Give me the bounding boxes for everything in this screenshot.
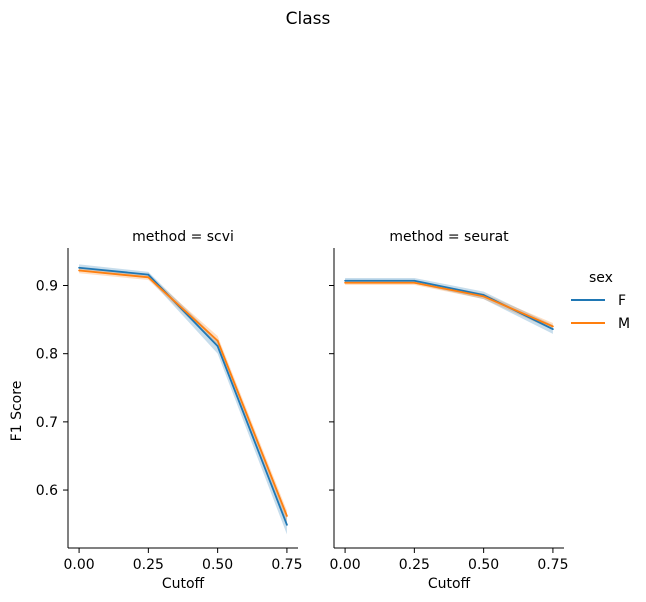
- data-point-F: [286, 523, 288, 526]
- y-axis-label: F1 Score: [9, 381, 25, 442]
- facet-panel-1: method = scvi 0.6 0.7 0.8 0.9 0.00 0.25 0.50 0.7…: [36, 229, 303, 592]
- data-point-M: [482, 295, 485, 298]
- x-tick-label: 0.50: [468, 557, 499, 573]
- y-tick-label: 0.7: [36, 415, 58, 431]
- legend-entry-M: M: [618, 316, 630, 332]
- x-tick-label: 0.00: [329, 557, 360, 573]
- x-tick-label: 0.75: [271, 557, 302, 573]
- data-point-M: [147, 276, 150, 279]
- series-line-F: [345, 279, 554, 330]
- data-point-F: [78, 266, 80, 269]
- data-point-M: [78, 269, 80, 272]
- data-point-F: [552, 328, 554, 331]
- facet-panel-2: method = seurat 0.00 0.25 0.50 0.75 Cutoff: [329, 229, 569, 592]
- confidence-band-M: [79, 267, 287, 523]
- data-point-F: [413, 279, 416, 282]
- confidence-band-F: [79, 264, 287, 535]
- legend-entry-F: F: [618, 293, 626, 309]
- data-point-M: [552, 325, 554, 328]
- data-point-M: [286, 515, 288, 517]
- confidence-band-M: [345, 280, 553, 330]
- data-point-M: [344, 281, 346, 284]
- chart-suptitle: Class: [286, 9, 331, 29]
- data-point-F: [344, 279, 346, 282]
- x-axis-label: Cutoff: [428, 576, 471, 592]
- series-line-M: [345, 281, 554, 328]
- x-tick-label: 0.00: [63, 557, 94, 573]
- data-point-F: [147, 273, 150, 276]
- x-tick-label: 0.25: [399, 557, 430, 573]
- x-axis-label: Cutoff: [162, 576, 205, 592]
- x-tick-label: 0.50: [202, 557, 233, 573]
- data-point-M: [216, 339, 219, 342]
- y-tick-label: 0.8: [36, 347, 58, 363]
- series-line-F: [78, 266, 288, 526]
- confidence-band-F: [345, 278, 553, 334]
- facet-panels: method = scvi 0.6 0.7 0.8 0.9 0.00 0.25 0.50 0.7…: [36, 229, 569, 592]
- legend-title: sex: [589, 270, 613, 286]
- legend: sex FM: [571, 270, 630, 332]
- x-tick-label: 0.75: [537, 557, 568, 573]
- data-point-F: [216, 345, 219, 348]
- data-point-M: [413, 281, 416, 284]
- y-tick-label: 0.9: [36, 279, 58, 295]
- y-tick-label: 0.6: [36, 483, 58, 499]
- series-line-M: [78, 269, 288, 517]
- panel-title: method = seurat: [389, 229, 509, 245]
- x-tick-label: 0.25: [133, 557, 164, 573]
- panel-title: method = scvi: [132, 229, 234, 245]
